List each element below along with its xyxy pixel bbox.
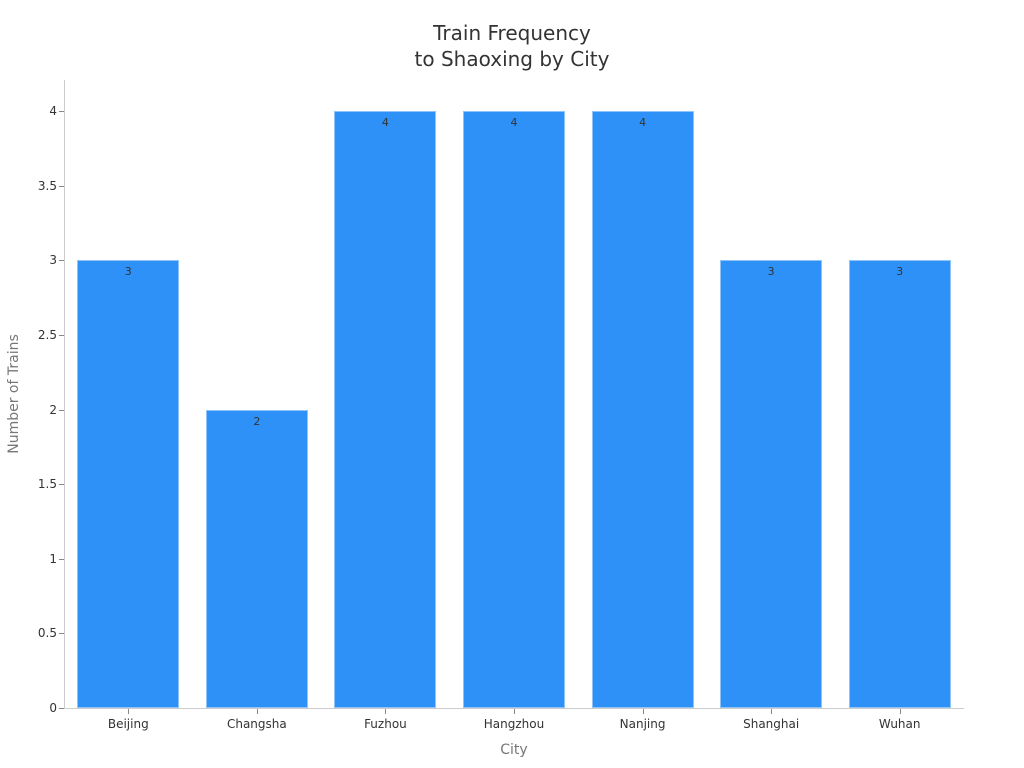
y-tick: 0 [0,701,64,715]
chart-title-line-2: to Shaoxing by City [414,47,610,71]
bar-shanghai[interactable]: 3 [720,260,823,708]
y-tick: 1 [0,552,64,566]
y-tick: 3 [0,253,64,267]
bar-wuhan[interactable]: 3 [848,260,951,708]
bar-value-label: 4 [381,116,389,129]
y-axis-label: Number of Trains [6,334,22,454]
y-tick-label: 1.5 [37,477,57,492]
y-tick-label: 3.5 [37,178,57,193]
y-tick: 2 [0,403,64,417]
bar-value-label: 3 [896,265,904,279]
y-tick-label: 3 [49,253,57,268]
x-tick-mark [771,709,773,714]
x-axis-label: City [500,742,528,758]
y-tick-mark [59,260,64,262]
y-tick-mark [59,409,64,411]
y-tick: 2.5 [0,328,64,342]
x-axis-line [64,708,964,709]
bar-fuzhou[interactable]: 4 [334,111,437,708]
x-tick-label: Fuzhou [364,717,407,731]
chart-title-line-1: Train Frequency [433,21,591,45]
y-tick-mark [59,558,64,560]
y-tick-mark [59,633,64,635]
bar-value-label: 4 [639,116,647,129]
bar-value-label: 4 [510,116,518,129]
y-tick-mark [59,484,64,486]
x-tick-label: Shanghai [743,717,800,731]
bar-value-label: 3 [767,265,775,279]
bar-hangzhou[interactable]: 4 [463,111,565,708]
y-tick: 3.5 [0,179,64,193]
bar-nanjing[interactable]: 4 [591,111,694,708]
x-tick-label: Beijing [107,717,149,731]
y-tick-mark [59,334,64,336]
y-tick: 4 [0,104,64,118]
x-tick-mark [899,709,901,714]
chart-title: Train Frequency to Shaoxing by City [0,20,1024,72]
y-tick-mark [59,185,64,187]
bar-value-label: 2 [253,414,261,428]
bar-changsha[interactable]: 2 [205,409,308,708]
x-tick-mark [514,709,515,714]
x-tick-mark [256,709,258,714]
y-tick: 1.5 [0,477,64,491]
x-tick-mark [385,709,387,714]
x-tick-label: Nanjing [619,717,666,731]
y-tick-label: 0.5 [37,626,57,641]
y-tick-label: 2.5 [37,327,57,342]
y-tick: 0.5 [0,626,64,640]
y-tick-label: 1 [49,551,57,566]
x-tick-label: Changsha [226,717,287,731]
x-tick-mark [128,709,130,714]
bar-beijing[interactable]: 3 [77,260,180,708]
y-tick-mark [59,708,64,709]
x-tick-mark [642,709,644,714]
y-axis-line [64,80,65,709]
y-tick-label: 0 [49,701,57,715]
y-tick-label: 2 [49,402,57,417]
bar-value-label: 3 [124,265,132,279]
x-tick-label: Wuhan [878,717,921,731]
y-tick-mark [59,111,64,112]
x-tick-label: Hangzhou [483,717,545,731]
y-tick-label: 4 [49,104,57,118]
